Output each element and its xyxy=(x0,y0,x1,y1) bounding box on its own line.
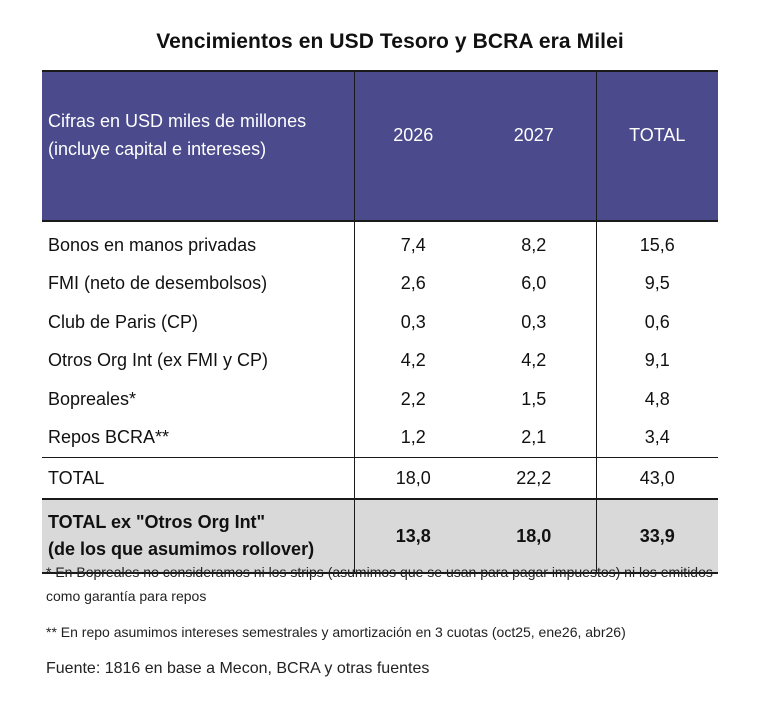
ex-total-total: 33,9 xyxy=(595,499,718,574)
cell-2026: 2,2 xyxy=(353,380,472,419)
cell-2026: 1,2 xyxy=(353,418,472,458)
source-note: Fuente: 1816 en base a Mecon, BCRA y otr… xyxy=(46,660,430,677)
cell-2027: 8,2 xyxy=(521,234,547,255)
ex-total-2026: 13,8 xyxy=(353,499,472,574)
cell-total: 0,6 xyxy=(595,303,718,342)
cell-2027: 0,3 xyxy=(521,311,547,332)
footnote-repos: ** En repo asumimos intereses semestrale… xyxy=(46,624,626,640)
table-title: Vencimientos en USD Tesoro y BCRA era Mi… xyxy=(156,30,624,53)
ex-total-label-line1: TOTAL ex "Otros Org Int" xyxy=(48,512,266,532)
header-2027: 2027 xyxy=(472,70,596,222)
maturities-table: Cifras en USD miles de millones (incluye… xyxy=(42,70,718,574)
row-label: Club de Paris (CP) xyxy=(48,311,199,332)
cell-2027: 2,1 xyxy=(521,427,547,448)
cell-total: 9,5 xyxy=(595,264,718,303)
total-2027: 22,2 xyxy=(472,457,596,500)
ex-total-label-line2: (de los que asumimos rollover) xyxy=(48,539,315,559)
row-label: Bopreales* xyxy=(48,388,137,409)
total-label: TOTAL xyxy=(42,457,354,500)
cell-2026: 2,6 xyxy=(353,264,472,303)
ex-total-label: TOTAL ex "Otros Org Int" (de los que asu… xyxy=(42,499,354,574)
header-label-line1: Cifras en USD miles de millones xyxy=(48,111,307,131)
row-label: Repos BCRA** xyxy=(48,427,170,448)
header-label-cell: Cifras en USD miles de millones (incluye… xyxy=(42,70,354,222)
table-row: Otros Org Int (ex FMI y CP) 4,2 4,2 9,1 xyxy=(42,341,718,380)
cell-2026: 0,3 xyxy=(353,303,472,342)
cell-2026: 7,4 xyxy=(353,221,472,265)
total-2026: 18,0 xyxy=(353,457,472,500)
cell-2027: 4,2 xyxy=(521,350,547,371)
ex-total-2027: 18,0 xyxy=(472,499,596,574)
cell-2027: 1,5 xyxy=(521,388,547,409)
row-label: Bonos en manos privadas xyxy=(48,234,257,255)
cell-2027: 6,0 xyxy=(521,273,547,294)
header-total: TOTAL xyxy=(595,70,718,222)
table-row: Bopreales* 2,2 1,5 4,8 xyxy=(42,380,718,419)
cell-total: 3,4 xyxy=(595,418,718,458)
table-row: Club de Paris (CP) 0,3 0,3 0,6 xyxy=(42,303,718,342)
total-total: 43,0 xyxy=(595,457,718,500)
table-row: FMI (neto de desembolsos) 2,6 6,0 9,5 xyxy=(42,264,718,303)
table-row: Bonos en manos privadas 7,4 8,2 15,6 xyxy=(42,221,718,265)
cell-total: 4,8 xyxy=(595,380,718,419)
cell-total: 9,1 xyxy=(595,341,718,380)
table-header-row: Cifras en USD miles de millones (incluye… xyxy=(42,70,718,222)
cell-2026: 4,2 xyxy=(353,341,472,380)
cell-total: 15,6 xyxy=(595,221,718,265)
table-row: Repos BCRA** 1,2 2,1 3,4 xyxy=(42,418,718,458)
total-row: TOTAL 18,0 22,2 43,0 xyxy=(42,457,718,500)
row-label: FMI (neto de desembolsos) xyxy=(48,273,268,294)
ex-total-row: TOTAL ex "Otros Org Int" (de los que asu… xyxy=(42,499,718,574)
header-2026: 2026 xyxy=(353,70,472,222)
row-label: Otros Org Int (ex FMI y CP) xyxy=(48,350,269,371)
footnote-bopreales: * En Bopreales no consideramos ni los st… xyxy=(46,564,713,604)
header-label-line2: (incluye capital e intereses) xyxy=(48,139,267,159)
